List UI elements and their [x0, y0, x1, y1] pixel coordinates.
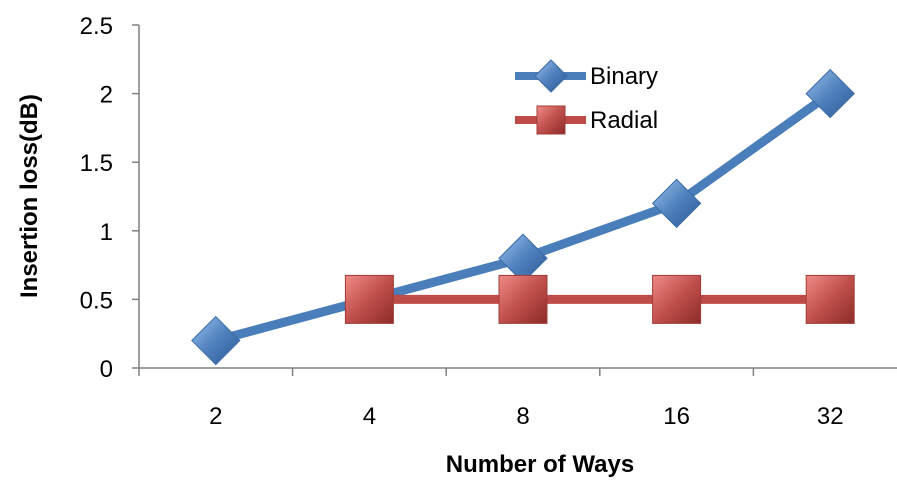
data-point-binary — [651, 178, 702, 229]
legend-marker-radial — [536, 105, 566, 135]
x-tick-label: 8 — [516, 403, 529, 430]
x-tick-label: 16 — [663, 403, 690, 430]
x-axis: 2 4 8 16 32 — [138, 367, 897, 430]
x-tick-label: 4 — [363, 403, 376, 430]
y-axis: 0 0.5 1 1.5 2 2.5 — [80, 13, 140, 383]
data-point-radial — [498, 274, 548, 324]
legend-entry-radial: Radial — [515, 105, 658, 135]
legend: Binary Radial — [515, 59, 658, 135]
y-tick-label: 2 — [100, 82, 113, 109]
y-tick-label: 1 — [100, 219, 113, 246]
y-tick-label: 2.5 — [80, 13, 113, 40]
y-axis-title: Insertion loss(dB) — [16, 94, 43, 298]
x-tick-label: 2 — [209, 403, 222, 430]
y-tick-label: 1.5 — [80, 150, 113, 177]
x-axis-title: Number of Ways — [446, 451, 634, 478]
series-layer — [191, 68, 855, 366]
data-point-radial — [344, 274, 394, 324]
legend-entry-binary: Binary — [515, 59, 658, 93]
y-tick-label: 0 — [100, 356, 113, 383]
y-tick-label: 0.5 — [80, 287, 113, 314]
legend-label-radial: Radial — [590, 107, 658, 134]
legend-label-binary: Binary — [590, 63, 658, 90]
legend-marker-binary — [534, 59, 568, 93]
data-point-binary — [805, 68, 855, 119]
data-point-binary — [191, 315, 241, 366]
data-point-radial — [652, 274, 702, 324]
data-point-radial — [805, 274, 855, 324]
x-tick-label: 32 — [817, 403, 844, 430]
